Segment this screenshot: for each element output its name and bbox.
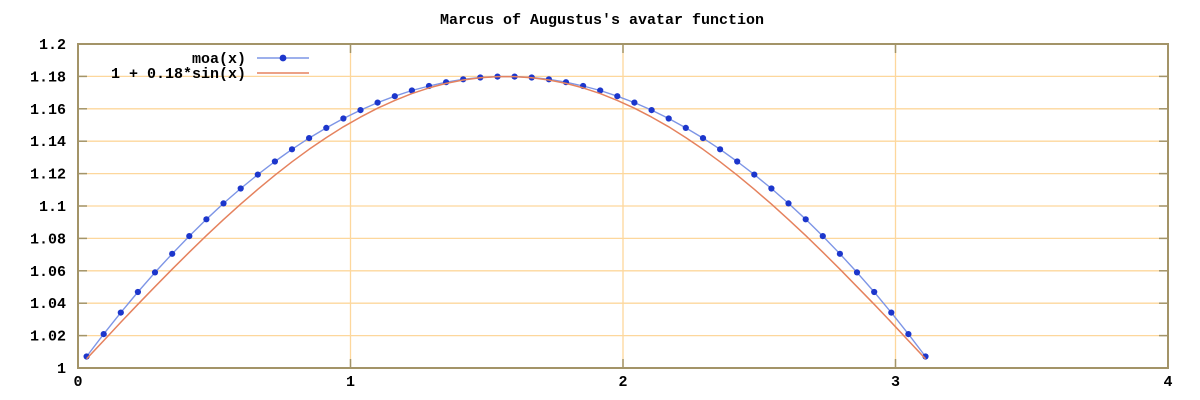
axis-tick-labels: 0 1 2 3 411.021.041.061.081.11.121.141.161.1…: [30, 37, 1173, 391]
y-tick-label-1.04: 1.04: [30, 296, 66, 313]
data-point: [768, 185, 775, 192]
data-point: [288, 146, 296, 153]
legend-marker-0: [279, 54, 287, 62]
legend-label-0: moa(x): [192, 51, 246, 68]
data-point: [203, 216, 210, 223]
y-tick-label-1.18: 1.18: [30, 69, 66, 86]
data-point: [717, 146, 724, 153]
data-point: [340, 115, 347, 122]
y-tick-label-1.14: 1.14: [30, 134, 66, 151]
data-point: [699, 135, 707, 142]
chart-title: Marcus of Augustus's avatar function: [440, 12, 764, 29]
data-point: [648, 107, 655, 114]
data-point: [391, 93, 398, 100]
series-curves: [83, 73, 929, 360]
plot-border: [77, 43, 1169, 369]
data-point: [374, 99, 381, 106]
data-point: [751, 171, 758, 178]
data-point: [853, 269, 861, 276]
data-point: [271, 158, 278, 165]
data-point: [802, 216, 809, 223]
data-point: [888, 309, 895, 316]
data-point: [254, 171, 261, 178]
data-point: [237, 185, 244, 192]
y-tick-label-1.2: 1.2: [39, 37, 66, 54]
legend-label-1: 1 + 0.18*sin(x): [111, 66, 246, 83]
data-point: [169, 250, 176, 257]
y-tick-label-1.12: 1.12: [30, 167, 66, 184]
data-point: [734, 158, 741, 165]
series-line-1: [86, 75, 927, 360]
legend-entry-0: moa(x): [192, 51, 309, 68]
y-tick-label-1.02: 1.02: [30, 329, 66, 346]
legend: moa(x)1 + 0.18*sin(x): [111, 51, 309, 83]
legend-entry-1: 1 + 0.18*sin(x): [111, 66, 309, 83]
data-point: [597, 87, 604, 94]
y-tick-label-1.1: 1.1: [39, 199, 66, 216]
data-point: [682, 124, 689, 131]
x-tick-label-2: 2: [618, 374, 627, 391]
data-point: [151, 269, 159, 276]
axis-ticks: [78, 44, 1168, 368]
data-point: [117, 309, 124, 316]
grid-lines: [78, 44, 1168, 368]
y-tick-label-1.16: 1.16: [30, 102, 66, 119]
series-line-0: [86, 75, 927, 357]
data-point: [186, 233, 193, 240]
x-tick-label-0: 0: [73, 374, 82, 391]
data-point: [871, 288, 878, 296]
data-point: [614, 93, 621, 100]
x-tick-label-4: 4: [1163, 374, 1172, 391]
data-point: [785, 200, 792, 207]
x-tick-label-3: 3: [891, 374, 900, 391]
data-point: [836, 250, 844, 257]
data-point: [323, 124, 330, 131]
y-tick-label-1.08: 1.08: [30, 231, 66, 248]
data-point: [357, 107, 364, 114]
x-tick-label-1: 1: [346, 374, 355, 391]
y-tick-label-1: 1: [57, 361, 66, 378]
y-tick-label-1.06: 1.06: [30, 264, 66, 281]
data-point: [134, 288, 141, 296]
data-point: [665, 115, 672, 122]
data-point: [100, 331, 107, 338]
data-point: [905, 331, 912, 338]
data-point: [631, 99, 638, 106]
data-point: [220, 200, 227, 207]
data-point: [306, 135, 313, 142]
data-point: [819, 233, 826, 240]
data-point: [408, 87, 415, 94]
